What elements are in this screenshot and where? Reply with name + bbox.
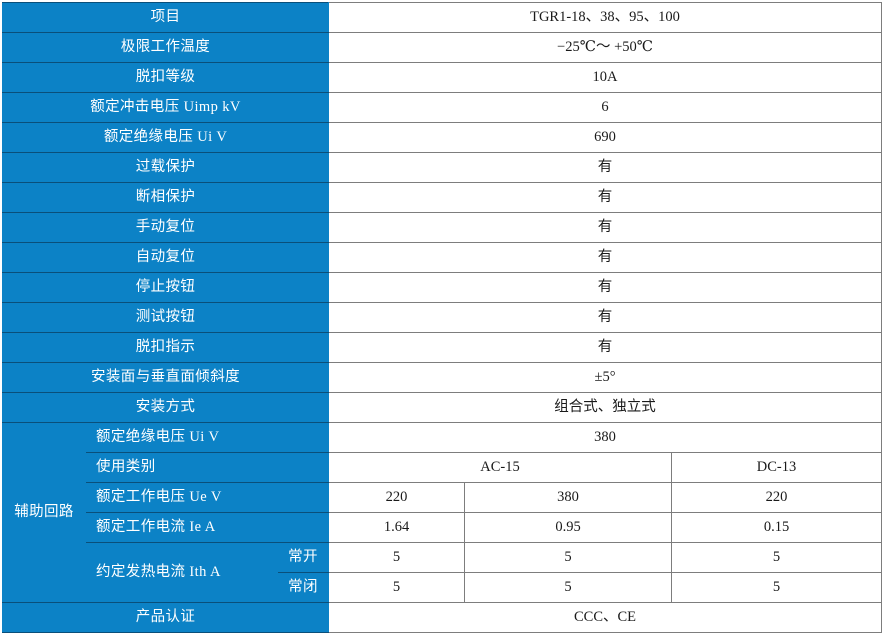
row-label-mounting-inclination: 安装面与垂直面倾斜度 (1, 362, 330, 393)
row-label-product-certification: 产品认证 (1, 602, 330, 633)
row-label-item: 项目 (1, 2, 330, 33)
aux-sub-label-normally-open: 常开 (276, 542, 330, 573)
table-row-trip-indication: 脱扣指示 有 (1, 332, 883, 363)
row-value-product-certification: CCC、CE (328, 602, 883, 633)
row-value-rated-impulse-voltage: 6 (328, 92, 883, 123)
row-value-test-button: 有 (328, 302, 883, 333)
aux-group-label: 辅助回路 (2, 422, 86, 603)
row-value-stop-button: 有 (328, 272, 883, 303)
row-value-phase-loss-protection: 有 (328, 182, 883, 213)
table-row-aux-thermal-current-nc: 常闭 5 5 5 (3, 572, 883, 603)
row-label-manual-reset: 手动复位 (1, 212, 330, 243)
aux-value-thermal-no-3: 5 (671, 542, 883, 573)
aux-value-thermal-no-1: 5 (328, 542, 466, 573)
row-label-rated-insulation-voltage: 额定绝缘电压 Ui V (1, 122, 330, 153)
table-row-stop-button: 停止按钮 有 (1, 272, 883, 303)
row-label-auto-reset: 自动复位 (1, 242, 330, 273)
table-row-phase-loss-protection: 断相保护 有 (1, 182, 883, 213)
aux-row-value-rated-insulation-voltage: 380 (328, 422, 883, 453)
table-row-test-button: 测试按钮 有 (1, 302, 883, 333)
aux-value-operating-voltage-1: 220 (328, 482, 466, 513)
aux-value-operating-current-3: 0.15 (671, 512, 883, 543)
aux-row-label-rated-insulation-voltage: 额定绝缘电压 Ui V (84, 422, 330, 453)
row-value-item: TGR1-18、38、95、100 (328, 2, 883, 33)
aux-row-label-conventional-thermal-current: 约定发热电流 Ith A (85, 542, 278, 603)
row-value-trip-indication: 有 (328, 332, 883, 363)
row-label-test-button: 测试按钮 (1, 302, 330, 333)
aux-row-label-rated-operating-current: 额定工作电流 Ie A (84, 512, 330, 543)
aux-value-thermal-nc-1: 5 (328, 572, 466, 603)
row-label-phase-loss-protection: 断相保护 (1, 182, 330, 213)
row-label-trip-indication: 脱扣指示 (1, 332, 330, 363)
row-value-operating-temperature: −25℃～ +50℃ (328, 32, 883, 63)
aux-value-operating-current-1: 1.64 (328, 512, 466, 543)
table-row-auto-reset: 自动复位 有 (1, 242, 883, 273)
aux-sub-label-normally-closed: 常闭 (276, 572, 330, 603)
aux-row-label-utilization-category: 使用类别 (84, 452, 330, 483)
table-row-aux-rated-operating-voltage: 额定工作电压 Ue V 220 380 220 (3, 482, 883, 513)
row-label-operating-temperature: 极限工作温度 (1, 32, 330, 63)
row-label-mounting-type: 安装方式 (1, 392, 330, 423)
table-row-aux-rated-operating-current: 额定工作电流 Ie A 1.64 0.95 0.15 (3, 512, 883, 543)
table-row-aux-thermal-current-no: 约定发热电流 Ith A 常开 5 5 5 (3, 542, 883, 603)
table-row-trip-class: 脱扣等级 10A (1, 62, 883, 93)
aux-value-thermal-nc-3: 5 (671, 572, 883, 603)
table-row-operating-temperature: 极限工作温度 −25℃～ +50℃ (1, 32, 883, 63)
aux-value-operating-current-2: 0.95 (464, 512, 673, 543)
table-row-aux-rated-insulation-voltage: 辅助回路 额定绝缘电压 Ui V 380 (2, 422, 883, 603)
row-value-rated-insulation-voltage: 690 (328, 122, 883, 153)
table-row-manual-reset: 手动复位 有 (1, 212, 883, 243)
row-label-rated-impulse-voltage: 额定冲击电压 Uimp kV (1, 92, 330, 123)
row-value-mounting-type: 组合式、独立式 (328, 392, 883, 423)
aux-row-label-rated-operating-voltage: 额定工作电压 Ue V (84, 482, 330, 513)
aux-value-operating-voltage-2: 380 (464, 482, 673, 513)
table-row-item: 项目 TGR1-18、38、95、100 (1, 2, 883, 33)
table-row-overload-protection: 过载保护 有 (1, 152, 883, 183)
aux-value-thermal-no-2: 5 (464, 542, 673, 573)
table-row-product-certification: 产品认证 CCC、CE (1, 602, 883, 633)
aux-value-thermal-nc-2: 5 (464, 572, 673, 603)
row-label-trip-class: 脱扣等级 (1, 62, 330, 93)
table-row-mounting-inclination: 安装面与垂直面倾斜度 ±5° (1, 362, 883, 393)
table-row-rated-impulse-voltage: 额定冲击电压 Uimp kV 6 (1, 92, 883, 123)
row-label-stop-button: 停止按钮 (1, 272, 330, 303)
row-value-mounting-inclination: ±5° (328, 362, 883, 393)
row-label-overload-protection: 过载保护 (1, 152, 330, 183)
aux-value-utilization-category-ac: AC-15 (328, 452, 673, 483)
row-value-trip-class: 10A (328, 62, 883, 93)
row-value-manual-reset: 有 (328, 212, 883, 243)
aux-value-utilization-category-dc: DC-13 (671, 452, 883, 483)
aux-value-operating-voltage-3: 220 (671, 482, 883, 513)
table-row-aux-utilization-category: 使用类别 AC-15 DC-13 (3, 452, 883, 483)
table-row-mounting-type: 安装方式 组合式、独立式 (1, 392, 883, 423)
table-row-rated-insulation-voltage: 额定绝缘电压 Ui V 690 (1, 122, 883, 153)
row-value-auto-reset: 有 (328, 242, 883, 273)
row-value-overload-protection: 有 (328, 152, 883, 183)
